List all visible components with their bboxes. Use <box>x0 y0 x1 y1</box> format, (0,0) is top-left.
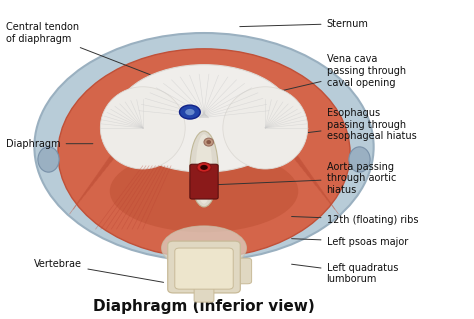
Ellipse shape <box>223 87 308 169</box>
Ellipse shape <box>204 138 213 146</box>
Text: Diaphragm (inferior view): Diaphragm (inferior view) <box>93 300 315 315</box>
Ellipse shape <box>162 226 246 270</box>
Ellipse shape <box>58 49 350 257</box>
Ellipse shape <box>349 147 370 172</box>
FancyBboxPatch shape <box>226 258 252 284</box>
FancyBboxPatch shape <box>174 258 200 284</box>
Ellipse shape <box>115 65 293 172</box>
Ellipse shape <box>100 87 185 169</box>
FancyBboxPatch shape <box>190 164 218 199</box>
Text: Aorta passing
through aortic
hiatus: Aorta passing through aortic hiatus <box>216 162 396 195</box>
Ellipse shape <box>206 140 211 144</box>
Circle shape <box>200 165 208 170</box>
FancyBboxPatch shape <box>168 241 240 293</box>
Text: Sternum: Sternum <box>240 19 368 28</box>
Text: 12th (floating) ribs: 12th (floating) ribs <box>292 215 418 225</box>
Text: Left quadratus
lumborum: Left quadratus lumborum <box>292 263 398 284</box>
Ellipse shape <box>210 269 222 280</box>
Ellipse shape <box>190 131 218 207</box>
Ellipse shape <box>191 269 203 280</box>
Text: Esophagus
passing through
esophageal hiatus: Esophagus passing through esophageal hia… <box>221 108 416 143</box>
Text: Left psoas major: Left psoas major <box>292 237 408 247</box>
FancyBboxPatch shape <box>194 284 214 302</box>
Text: Vena cava
passing through
caval opening: Vena cava passing through caval opening <box>207 54 406 108</box>
Text: Diaphragm: Diaphragm <box>6 139 93 149</box>
Circle shape <box>180 105 200 119</box>
Ellipse shape <box>38 147 59 172</box>
Circle shape <box>185 109 195 115</box>
Ellipse shape <box>196 134 212 204</box>
Ellipse shape <box>35 33 374 261</box>
Text: Central tendon
of diaphragm: Central tendon of diaphragm <box>6 22 155 76</box>
Circle shape <box>197 163 211 172</box>
Text: Vertebrae: Vertebrae <box>35 259 164 282</box>
FancyBboxPatch shape <box>175 248 233 289</box>
Ellipse shape <box>110 150 298 232</box>
